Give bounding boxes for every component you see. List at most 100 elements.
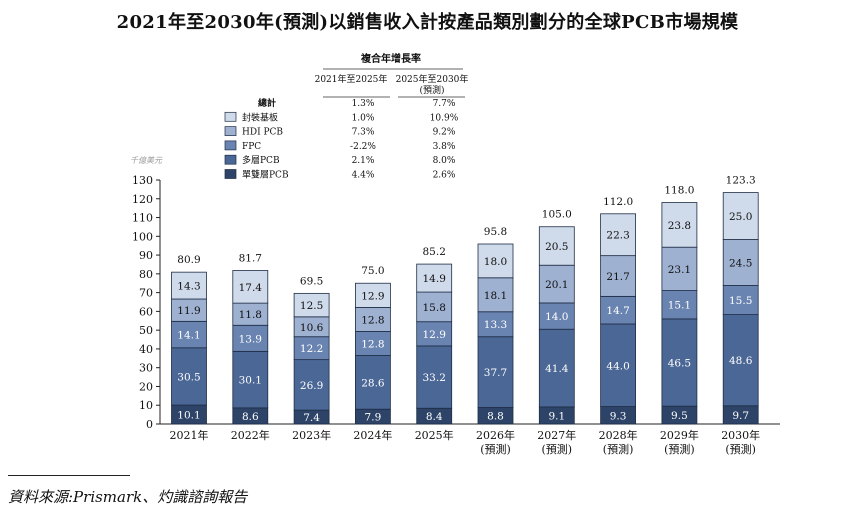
bar-segment-3 — [722, 239, 759, 286]
bar-value-label: 17.4 — [239, 282, 263, 294]
bar-value-label: 24.5 — [729, 257, 752, 269]
bar-value-label: 26.9 — [300, 380, 323, 392]
bar-value-label: 28.6 — [361, 377, 385, 389]
bar-total-label: 69.5 — [300, 275, 323, 287]
y-tick-label: 10 — [139, 399, 153, 412]
y-tick-label: 30 — [139, 362, 153, 375]
bar-segment-1 — [600, 323, 636, 407]
bar-value-label: 12.9 — [361, 290, 384, 302]
bar-value-label: 30.5 — [177, 371, 200, 383]
bar-value-label: 33.2 — [423, 372, 446, 384]
bar-value-label: 9.1 — [548, 410, 565, 422]
bar-value-label: 9.3 — [610, 410, 627, 422]
bar-value-label: 10.1 — [177, 410, 200, 422]
bar-value-label: 46.5 — [668, 358, 691, 370]
bar-total-label: 80.9 — [177, 254, 200, 266]
x-tick-note: (預測) — [480, 442, 511, 456]
x-tick-label: 2029年 — [660, 428, 699, 442]
cagr-value: 10.9% — [430, 113, 459, 123]
bar-value-label: 8.6 — [242, 411, 259, 423]
legend-swatch — [224, 140, 237, 151]
bar-value-label: 8.8 — [487, 411, 504, 423]
bar-value-label: 14.1 — [177, 330, 200, 342]
y-unit-label: 千億美元 — [130, 156, 163, 165]
bar-segment-4 — [538, 226, 575, 266]
cagr-col1-header: 2021年至2025年 — [315, 73, 388, 85]
bar-segment-1 — [293, 359, 330, 411]
cagr-value: 3.8% — [433, 142, 456, 152]
bar-segment-1 — [538, 328, 575, 408]
bar-segment-1 — [416, 345, 453, 409]
source-divider — [8, 475, 130, 476]
y-tick-label: 70 — [139, 287, 153, 300]
cagr-value: 9.2% — [433, 128, 456, 138]
bar-segment-4 — [416, 263, 453, 293]
x-tick-note: (預測) — [603, 442, 634, 456]
bar-segment-4 — [354, 282, 391, 308]
bar-segment-4 — [293, 292, 330, 318]
y-tick-label: 60 — [139, 305, 153, 318]
x-tick-label: 2021年 — [170, 428, 209, 442]
bar-value-label: 21.7 — [606, 271, 629, 283]
bar-value-label: 15.8 — [423, 302, 446, 314]
bar-segment-1 — [661, 318, 698, 407]
bar-segment-3 — [477, 277, 514, 313]
bar-value-label: 23.1 — [668, 264, 691, 276]
y-tick-label: 110 — [132, 212, 153, 225]
x-tick-label: 2026年 — [476, 428, 515, 442]
bar-value-label: 11.9 — [177, 305, 200, 317]
bar-value-label: 44.0 — [606, 360, 629, 372]
bar-segment-4 — [600, 213, 636, 257]
y-tick-label: 100 — [132, 230, 153, 243]
x-tick-note: (預測) — [542, 442, 573, 456]
bar-segment-2 — [477, 311, 514, 338]
bar-value-label: 13.3 — [484, 319, 507, 331]
bar-value-label: 20.1 — [545, 279, 568, 291]
y-tick-label: 90 — [139, 249, 153, 262]
cagr-value: 4.4% — [352, 171, 375, 181]
bar-segment-1 — [354, 355, 391, 410]
bar-segment-3 — [600, 255, 636, 297]
legend-swatch — [224, 169, 237, 179]
bar-value-label: 48.6 — [729, 355, 753, 367]
bar-value-label: 12.8 — [361, 314, 384, 326]
bar-value-label: 15.1 — [668, 300, 691, 312]
x-tick-label: 2023年 — [292, 428, 331, 442]
bar-value-label: 9.5 — [671, 410, 688, 422]
legend-label: FPC — [242, 142, 261, 152]
x-tick-label: 2022年 — [231, 428, 270, 442]
x-tick-label: 2025年 — [415, 428, 454, 442]
cagr-col2-header: 2025年至2030年 — [396, 73, 469, 85]
y-tick-label: 50 — [139, 324, 153, 337]
bar-value-label: 14.9 — [423, 273, 446, 285]
x-tick-note: (預測) — [664, 442, 695, 456]
bar-value-label: 18.1 — [484, 290, 507, 302]
bar-total-label: 75.0 — [361, 265, 384, 277]
bar-value-label: 30.1 — [239, 375, 262, 387]
cagr-row-label: 總計 — [258, 97, 276, 109]
bar-value-label: 7.4 — [303, 412, 320, 424]
bar-value-label: 15.5 — [729, 295, 752, 307]
y-tick-label: 130 — [132, 174, 153, 187]
bar-value-label: 12.5 — [300, 300, 323, 312]
bar-segment-4 — [661, 202, 698, 248]
bar-segment-2 — [232, 324, 269, 352]
bar-total-label: 95.8 — [484, 226, 507, 238]
bar-segment-3 — [661, 246, 698, 291]
x-tick-label: 2028年 — [599, 428, 638, 442]
cagr-value: 1.0% — [352, 113, 375, 123]
cagr-value: 2.1% — [352, 156, 375, 166]
bar-value-label: 12.9 — [423, 329, 446, 341]
bar-value-label: 11.8 — [239, 309, 262, 321]
x-tick-label: 2030年 — [721, 428, 760, 442]
legend-label: 多層PCB — [242, 154, 280, 166]
legend-swatch — [224, 154, 237, 165]
bar-segment-1 — [232, 350, 269, 409]
y-tick-label: 0 — [146, 418, 153, 431]
bar-value-label: 20.5 — [545, 241, 568, 253]
y-tick-label: 20 — [139, 380, 153, 393]
bar-segment-3 — [416, 291, 453, 323]
y-tick-label: 120 — [132, 193, 153, 206]
cagr-value: 1.3% — [352, 99, 375, 109]
